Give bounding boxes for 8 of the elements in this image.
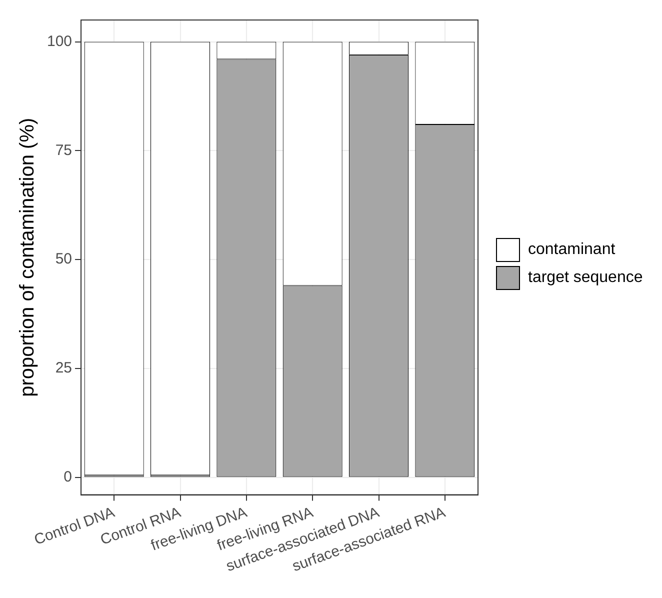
text: contaminant [528, 240, 616, 258]
y-axis-title: proportion of contamination (%) [16, 118, 39, 397]
y-tick-label: 100 [46, 32, 72, 50]
y-tick-label: 75 [55, 142, 72, 159]
legend-label: target sequence [528, 268, 643, 286]
y-tick-label: 0 [64, 468, 72, 486]
y-tick-label: 50 [55, 250, 72, 268]
y-tick-label: 25 [55, 360, 72, 377]
